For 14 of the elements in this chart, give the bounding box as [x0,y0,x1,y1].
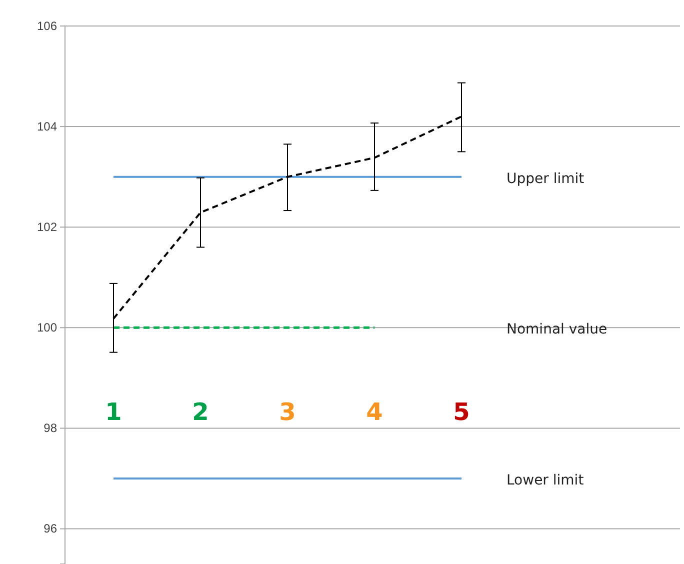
y-tick-label: 106 [36,18,58,33]
y-tick-label: 102 [36,220,58,234]
text: Lower limit [506,472,584,489]
text: Upper limit [506,170,585,187]
y-tick-label: 100 [36,320,58,335]
annotation: 1 [105,398,122,426]
annotation: 3 [279,398,296,426]
annotation: 4 [366,398,383,426]
text: Nominal value [506,322,608,338]
annotation: 2 [192,398,209,426]
y-tick-label: 98 [44,421,58,436]
annotation: 5 [453,398,470,426]
y-tick-label: 96 [44,522,58,536]
y-tick-label: 104 [36,119,58,134]
